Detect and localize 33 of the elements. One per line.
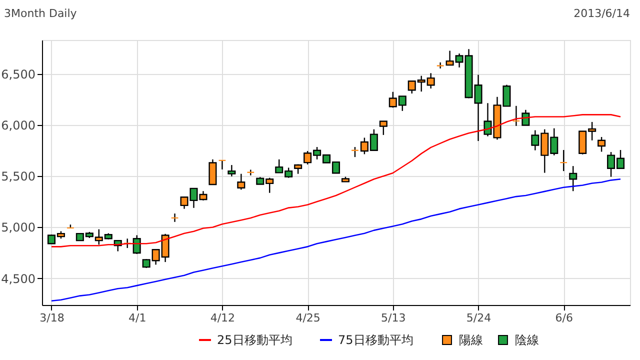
candlestick: [350, 146, 359, 158]
y-tick-label: 6,000: [1, 118, 36, 132]
candlestick: [436, 62, 444, 70]
x-tick-label: 5/13: [381, 312, 406, 324]
candlestick: [228, 164, 236, 177]
x-tick-label: 4/25: [296, 312, 320, 324]
candlestick: [170, 212, 179, 223]
legend-label: 陽線: [459, 333, 483, 347]
candlestick: [598, 136, 606, 152]
candlestick: [569, 165, 578, 192]
candlestick: [560, 149, 568, 172]
candlestick: [218, 160, 226, 170]
candlestick: [123, 238, 132, 249]
x-tick-label: 4/12: [210, 312, 236, 324]
chart-title: 3Month Daily: [4, 7, 78, 20]
x-tick-label: 6/6: [555, 312, 573, 324]
text: 2013/6/14: [574, 7, 630, 20]
legend-label: 75日移動平均: [338, 333, 414, 347]
candlestick: [132, 234, 141, 255]
candlestick: [512, 105, 520, 127]
y-tick-label: 5,500: [1, 170, 36, 184]
y-tick-label: 4,500: [1, 272, 36, 286]
line-series: [50, 178, 622, 302]
candlestick: [379, 120, 388, 136]
candlestick: [208, 158, 217, 186]
y-tick-label: 5,000: [1, 220, 36, 235]
x-tick-label: 3/18: [40, 312, 64, 324]
candlestick: [237, 173, 246, 190]
legend-label: 25日移動平均: [217, 333, 292, 347]
legend-label: 陰線: [515, 333, 539, 347]
x-tick-label: 5/24: [466, 312, 492, 324]
x-tick-label: 4/1: [128, 312, 146, 324]
y-tick-label: 6,500: [1, 67, 36, 82]
